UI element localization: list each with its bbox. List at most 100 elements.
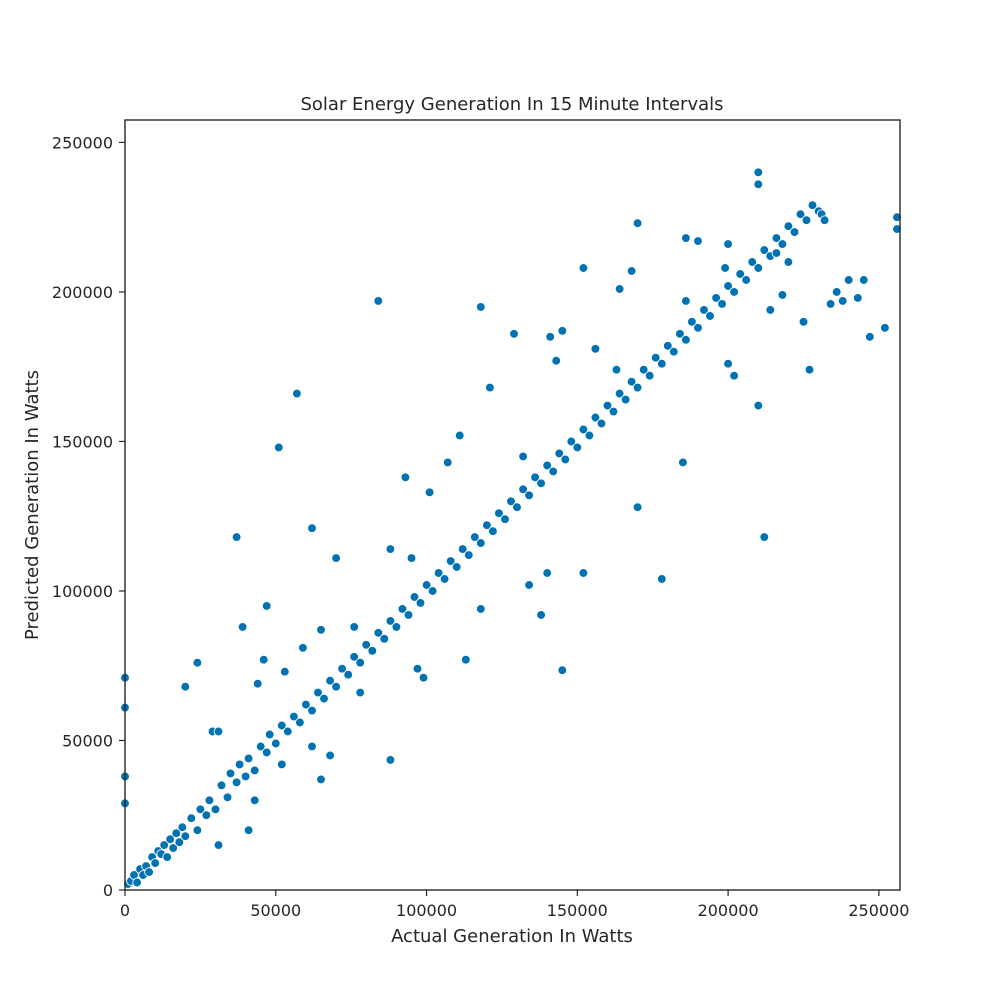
- data-point: [771, 248, 782, 258]
- data-point: [656, 574, 667, 584]
- x-axis-ticks: 0 50000 100000 150000 200000 250000: [120, 890, 909, 920]
- data-point: [789, 227, 800, 237]
- data-point: [578, 568, 589, 578]
- data-point: [240, 771, 251, 782]
- data-point: [795, 209, 806, 220]
- data-point: [656, 358, 667, 369]
- data-point: [518, 451, 528, 462]
- data-point: [445, 556, 456, 566]
- data-point: [231, 532, 242, 542]
- data-point: [415, 598, 426, 608]
- data-point: [557, 325, 568, 336]
- data-point: [545, 331, 556, 342]
- data-point: [675, 328, 685, 339]
- data-point: [482, 520, 492, 531]
- data-point: [858, 275, 869, 285]
- y-axis-label: Predicted Generation In Watts: [22, 370, 43, 640]
- data-point: [400, 472, 411, 483]
- data-point: [276, 720, 287, 731]
- data-point: [355, 687, 366, 698]
- data-point: [783, 257, 794, 267]
- data-point: [693, 236, 703, 246]
- data-point: [735, 269, 746, 279]
- data-point: [144, 867, 154, 877]
- data-point: [264, 729, 275, 740]
- data-point: [530, 472, 540, 483]
- data-point: [536, 478, 546, 489]
- x-tick-label: 200000: [698, 901, 759, 920]
- data-point: [668, 346, 679, 357]
- data-point: [463, 550, 474, 560]
- data-point: [638, 364, 649, 375]
- data-point: [777, 290, 788, 300]
- data-point: [385, 616, 396, 626]
- data-point: [234, 759, 245, 770]
- data-point: [723, 358, 733, 369]
- data-point: [225, 768, 236, 779]
- data-point: [331, 553, 341, 563]
- data-point: [180, 681, 191, 692]
- data-point: [316, 624, 326, 635]
- data-point: [524, 490, 534, 501]
- x-tick-label: 0: [120, 901, 130, 920]
- data-point: [132, 877, 142, 888]
- data-point: [717, 299, 727, 309]
- data-point: [292, 388, 302, 399]
- data-point: [644, 370, 655, 381]
- data-point: [397, 604, 408, 614]
- data-point: [475, 604, 486, 614]
- data-point: [243, 825, 254, 836]
- data-point: [427, 586, 438, 596]
- data-point: [852, 293, 863, 303]
- data-point: [759, 532, 770, 542]
- data-point: [626, 376, 637, 387]
- data-point: [771, 233, 782, 243]
- data-point: [747, 257, 758, 267]
- data-point: [165, 834, 176, 845]
- data-point: [391, 622, 402, 632]
- data-point: [150, 858, 161, 868]
- data-point: [590, 343, 601, 354]
- data-point: [316, 774, 326, 785]
- data-point: [325, 750, 335, 761]
- data-point: [632, 382, 643, 393]
- data-point: [807, 200, 818, 211]
- data-point: [177, 822, 188, 833]
- data-point: [578, 263, 589, 273]
- data-point: [255, 741, 266, 752]
- data-point: [313, 687, 323, 698]
- y-tick-label: 0: [103, 881, 113, 900]
- data-point: [614, 284, 625, 294]
- data-point: [518, 484, 528, 495]
- data-point: [711, 293, 721, 303]
- data-point: [424, 487, 435, 498]
- data-point: [307, 523, 317, 534]
- data-point: [331, 681, 341, 692]
- data-point: [289, 711, 299, 722]
- data-point: [614, 388, 625, 399]
- data-point: [488, 526, 498, 537]
- data-point: [298, 642, 308, 653]
- data-point: [825, 299, 836, 309]
- data-point: [475, 302, 486, 312]
- data-point: [162, 852, 173, 862]
- data-point: [475, 538, 486, 548]
- data-point: [186, 813, 197, 824]
- data-point: [439, 574, 450, 584]
- data-point: [210, 804, 221, 815]
- data-point: [596, 418, 607, 429]
- data-point: [819, 215, 830, 226]
- data-point: [557, 665, 568, 676]
- data-point: [385, 544, 396, 554]
- y-axis-ticks: 0 50000 100000 150000 200000 250000: [52, 133, 125, 900]
- data-point: [542, 568, 553, 578]
- data-point: [632, 502, 643, 513]
- data-point: [554, 448, 565, 459]
- data-point: [343, 669, 354, 680]
- data-point: [418, 672, 429, 683]
- data-point: [880, 322, 890, 333]
- data-point: [204, 795, 215, 806]
- data-point: [753, 179, 764, 190]
- data-point: [753, 400, 764, 411]
